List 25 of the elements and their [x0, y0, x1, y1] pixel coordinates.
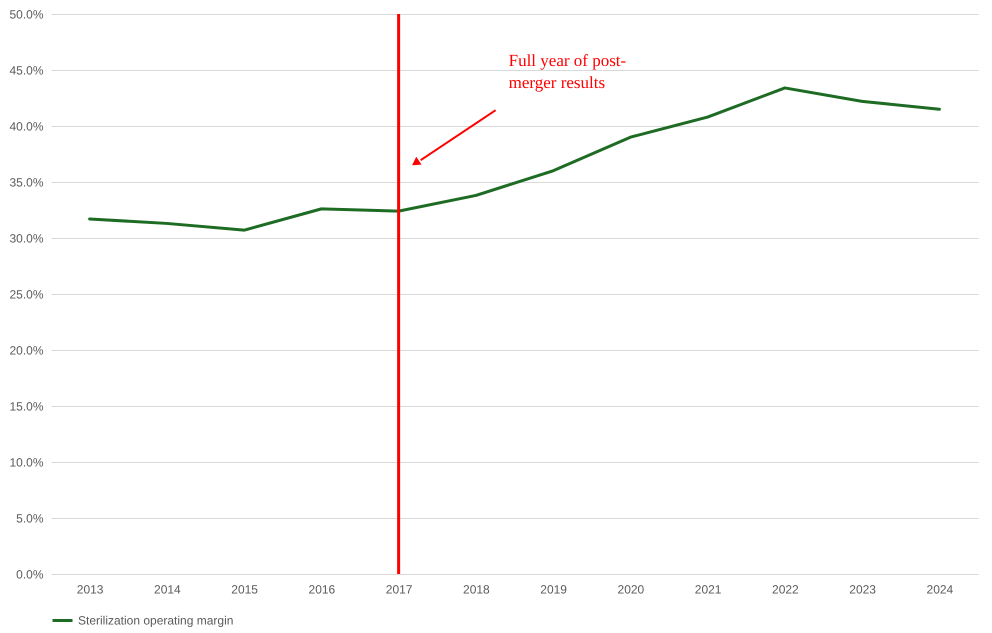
x-tick-label: 2013 — [76, 582, 104, 596]
y-tick-label: 30.0% — [9, 232, 44, 246]
x-tick-label: 2018 — [463, 582, 490, 596]
x-tick-label: 2022 — [772, 582, 800, 596]
x-tick-label: 2017 — [386, 582, 413, 596]
x-tick-label: 2020 — [618, 582, 645, 596]
y-tick-label: 15.0% — [9, 400, 44, 414]
x-tick-label: 2015 — [231, 582, 258, 596]
annotation: Full year of post-merger results — [508, 51, 627, 92]
x-tick-label: 2014 — [154, 582, 182, 596]
x-tick-label: 2024 — [926, 582, 954, 596]
y-tick-label: 25.0% — [9, 288, 44, 302]
x-tick-label: 2016 — [308, 582, 336, 596]
y-tick-label: 45.0% — [9, 64, 44, 78]
y-tick-label: 0.0% — [16, 568, 44, 582]
y-tick-label: 35.0% — [9, 176, 44, 190]
legend-label: Sterilization operating margin — [78, 614, 234, 628]
x-tick-label: 2019 — [540, 582, 568, 596]
y-tick-label: 50.0% — [9, 8, 44, 22]
y-tick-label: 5.0% — [16, 512, 44, 526]
x-tick-label: 2023 — [849, 582, 876, 596]
y-tick-label: 10.0% — [9, 456, 44, 470]
x-tick-label: 2021 — [694, 582, 722, 596]
y-tick-label: 40.0% — [9, 120, 44, 134]
y-tick-label: 20.0% — [9, 344, 44, 358]
